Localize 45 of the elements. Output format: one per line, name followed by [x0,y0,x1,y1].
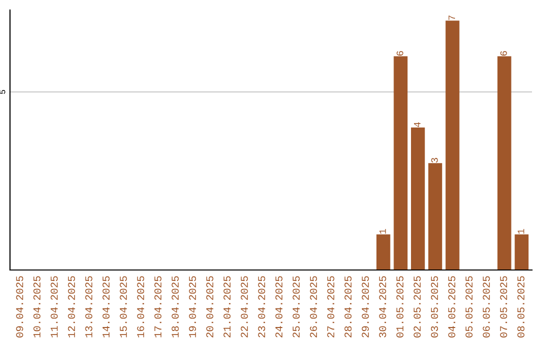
data-label: 4 [414,122,420,128]
x-tick-label: 23.04.2025 [258,276,266,338]
x-tick-label: 13.04.2025 [85,276,92,338]
x-tick-label: 04.05.2025 [448,276,456,338]
x-tick-label: 08.05.2025 [517,276,524,338]
x-tick-label: 07.05.2025 [500,276,508,338]
x-tick-label: 21.04.2025 [224,276,231,338]
x-tick-label: 24.04.2025 [275,276,282,338]
x-tick-label: 02.05.2025 [414,276,421,338]
x-tick-label: 19.04.2025 [188,276,196,338]
x-tick-label: 16.04.2025 [137,276,144,338]
bar [446,20,460,270]
bar [411,128,425,270]
data-label: 6 [500,51,507,56]
bar [376,234,390,270]
x-tick-label: 14.04.2025 [102,276,110,338]
data-label: 1 [379,229,386,234]
data-label: 7 [448,16,456,20]
bar [394,56,408,270]
x-tick-label: 29.04.2025 [362,276,369,338]
x-tick-label: 03.05.2025 [430,276,438,338]
data-label: 6 [396,51,404,56]
x-tick-label: 05.05.2025 [466,276,473,338]
x-tick-label: 25.04.2025 [292,276,300,338]
bar [497,56,512,270]
x-tick-label: 26.04.2025 [310,276,318,338]
x-tick-label: 28.04.2025 [344,276,352,338]
x-tick-label: 18.04.2025 [172,276,179,338]
bar [514,234,529,270]
x-tick-label: 17.04.2025 [154,276,162,338]
bar [428,163,442,270]
x-tick-label: 12.04.2025 [68,276,76,338]
x-tick-label: 20.04.2025 [206,276,214,338]
x-tick-label: 11.04.2025 [50,276,58,338]
x-tick-label: 06.05.2025 [482,276,490,338]
x-tick-label: 01.05.2025 [396,276,404,338]
x-tick-label: 10.04.2025 [33,276,40,338]
x-tick-label: 22.04.2025 [240,276,248,338]
x-tick-label: 09.04.2025 [16,276,24,338]
data-label: 3 [431,158,438,163]
ref-line-label: 5 [0,90,6,94]
x-tick-label: 27.04.2025 [327,276,334,338]
data-label: 1 [518,229,524,234]
x-tick-label: 15.04.2025 [120,276,127,338]
x-tick-label: 30.04.2025 [379,276,386,338]
